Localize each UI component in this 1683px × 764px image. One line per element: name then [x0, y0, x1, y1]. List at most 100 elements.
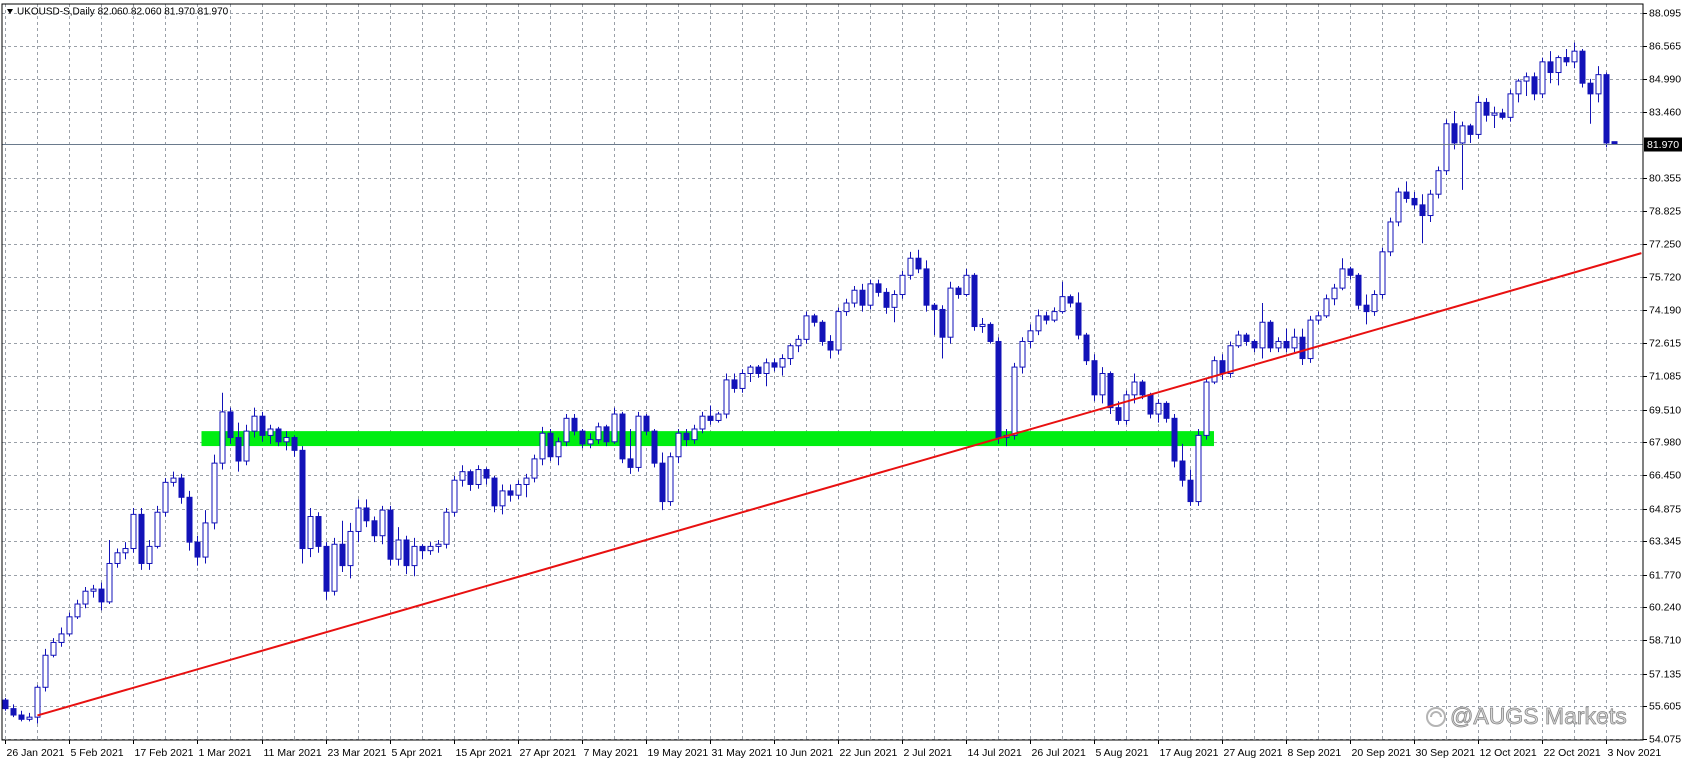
x-tick-label: 8 Sep 2021: [1288, 747, 1342, 759]
candle-body: [307, 516, 314, 550]
candle-body: [899, 274, 906, 296]
candle-body: [1243, 334, 1250, 342]
candle-body: [803, 315, 810, 340]
candle-body: [571, 417, 578, 432]
candle-body: [763, 362, 770, 374]
candle-body: [787, 345, 794, 360]
x-tick-label: 30 Sep 2021: [1416, 747, 1476, 759]
candle-body: [1075, 302, 1082, 336]
candle-body: [907, 257, 914, 276]
candle-body: [579, 430, 586, 445]
candle-body: [427, 545, 434, 552]
x-tick-label: 7 May 2021: [584, 747, 639, 759]
candle-body: [178, 477, 185, 498]
candle-body: [1587, 82, 1594, 95]
candle-body: [723, 379, 730, 415]
candle-body: [1291, 336, 1298, 349]
x-tick-label: 17 Feb 2021: [135, 747, 194, 759]
candle-body: [923, 268, 930, 306]
candle-body: [1419, 204, 1426, 217]
candle-body: [971, 274, 978, 328]
y-tick-label: 86.565: [1649, 40, 1681, 52]
candle-body: [331, 543, 338, 592]
x-tick-label: 27 Apr 2021: [520, 747, 577, 759]
candle-body: [106, 562, 113, 603]
candle-body: [291, 437, 298, 451]
candle-body: [1571, 50, 1578, 63]
candle-body: [1131, 381, 1138, 396]
candle-body: [691, 428, 698, 441]
x-tick-label: 11 Mar 2021: [264, 747, 322, 759]
candle-body: [1275, 340, 1282, 349]
candle-body: [34, 686, 41, 718]
candle-body: [1299, 336, 1306, 360]
x-tick-label: 26 Jan 2021: [7, 747, 65, 759]
candle-body: [1147, 394, 1154, 415]
candle-body: [995, 340, 1002, 439]
marks-layer: [2, 42, 1643, 724]
candle-body: [931, 304, 938, 310]
candle-body: [755, 366, 762, 374]
x-tick-label: 19 May 2021: [648, 747, 709, 759]
y-tick-label: 78.825: [1649, 205, 1681, 217]
candle-body: [122, 548, 129, 554]
candle-body: [1435, 170, 1442, 195]
x-tick-label: 12 Oct 2021: [1480, 747, 1537, 759]
x-tick-label: 5 Aug 2021: [1096, 747, 1149, 759]
candle-body: [915, 257, 922, 270]
candle-body: [1555, 57, 1562, 74]
x-tick-label: 5 Feb 2021: [71, 747, 124, 759]
last-price-label: 81.970: [1647, 139, 1679, 151]
y-tick-label: 71.085: [1649, 370, 1681, 382]
x-tick-label: 1 Mar 2021: [199, 747, 252, 759]
x-tick-label: 14 Jul 2021: [968, 747, 1022, 759]
candle-body: [1323, 298, 1330, 317]
candle-body: [635, 415, 642, 468]
candle-body: [186, 496, 193, 543]
candle-body: [1347, 268, 1354, 276]
candle-body: [1027, 330, 1034, 342]
candle-body: [138, 513, 145, 564]
y-tick-label: 88.095: [1649, 7, 1681, 19]
candle-body: [1387, 221, 1394, 253]
x-tick-label: 20 Sep 2021: [1352, 747, 1412, 759]
x-tick-label: 15 Apr 2021: [456, 747, 513, 759]
candle-body: [371, 520, 378, 537]
y-tick-label: 57.135: [1649, 668, 1681, 680]
candle-body: [1515, 80, 1522, 95]
candle-body: [627, 458, 634, 468]
candle-body: [603, 426, 610, 443]
candle-body: [1155, 402, 1162, 415]
candle-body: [483, 469, 490, 479]
candle-body: [1467, 125, 1474, 135]
x-tick-label: 3 Nov 2021: [1608, 747, 1662, 759]
x-tick-label: 22 Jun 2021: [840, 747, 898, 759]
candle-body: [1115, 407, 1122, 421]
candle-body: [747, 366, 754, 374]
candle-body: [611, 413, 618, 443]
candle-body: [42, 654, 49, 688]
candle-body: [451, 479, 458, 513]
candle-body: [82, 590, 89, 605]
candle-body: [227, 411, 234, 439]
y-tick-label: 55.605: [1649, 700, 1681, 712]
y-tick-label: 84.990: [1649, 73, 1681, 85]
y-tick-label: 83.460: [1649, 106, 1681, 118]
x-tick-label: 10 Jun 2021: [776, 747, 834, 759]
menu-arrow[interactable]: [7, 9, 13, 14]
candle-body: [259, 415, 266, 436]
candle-body: [499, 490, 506, 507]
candle-body: [1579, 50, 1586, 84]
candle-body: [851, 289, 858, 304]
candle-body: [435, 543, 442, 547]
candle-body: [387, 509, 394, 560]
candle-body: [675, 432, 682, 458]
candle-body: [835, 311, 842, 351]
candle-body: [1051, 311, 1058, 321]
candle-body: [1363, 304, 1370, 313]
y-tick-label: 69.510: [1649, 404, 1681, 416]
watermark: @AUGS Markets: [1450, 703, 1627, 729]
candle-body: [90, 588, 97, 592]
candle-body: [1443, 123, 1450, 172]
